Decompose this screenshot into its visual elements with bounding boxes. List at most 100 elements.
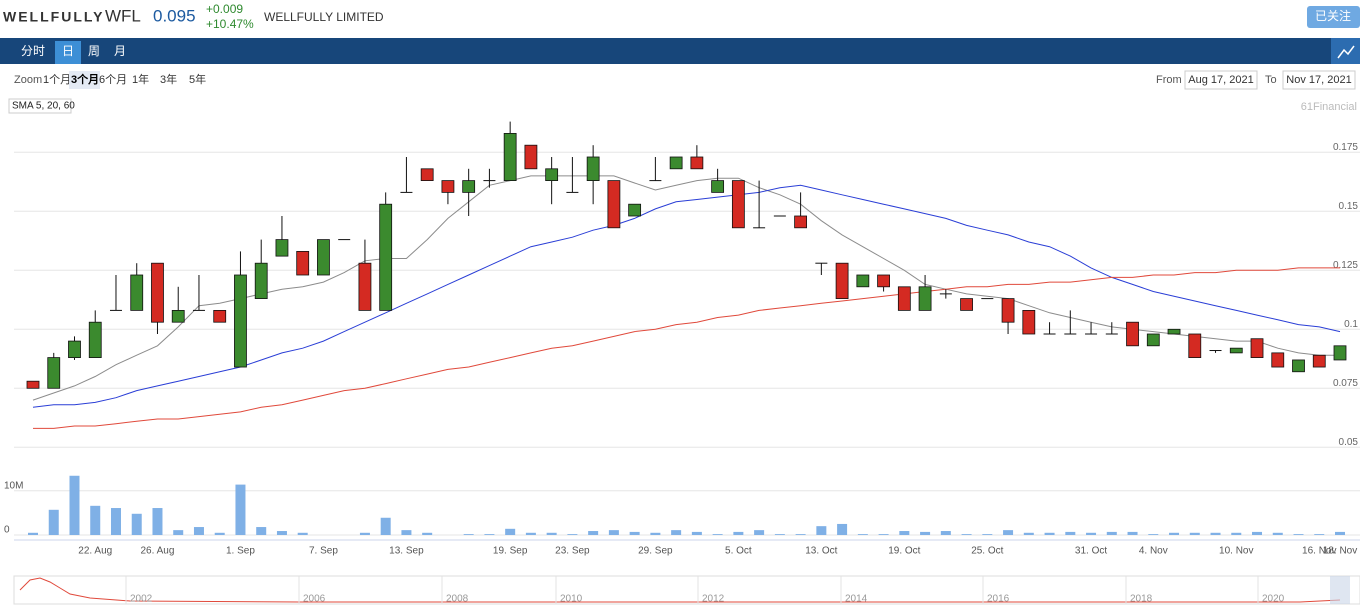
from-value[interactable]: Aug 17, 2021 — [1188, 74, 1253, 86]
y-tick-label: 0.1 — [1344, 319, 1358, 330]
volume-bar — [629, 531, 640, 535]
from-input[interactable] — [1184, 70, 1258, 90]
zoom-option[interactable]: 1个月 — [43, 73, 71, 86]
candle-body — [420, 168, 434, 182]
candle-body — [483, 180, 496, 182]
candle-body — [1001, 298, 1015, 323]
y-tick-label: 0.075 — [1333, 378, 1358, 389]
chart-icon[interactable] — [1337, 45, 1355, 59]
follow-button-label[interactable]: 已关注 — [1315, 8, 1351, 23]
zoom-active-bg[interactable] — [69, 71, 100, 89]
x-tick-label: 5. Oct — [725, 546, 752, 557]
follow-button[interactable] — [1307, 6, 1360, 28]
volume-bar — [1335, 531, 1345, 535]
volume-bar — [650, 532, 661, 535]
x-tick-label: 13. Oct — [805, 546, 837, 557]
candle-body — [26, 380, 40, 389]
tab[interactable]: 分时 — [21, 44, 45, 58]
sma-line — [32, 175, 1340, 401]
zoom-option[interactable]: 5年 — [189, 72, 206, 86]
x-tick-label: 16. Nov — [1302, 546, 1336, 557]
candle-body — [524, 144, 538, 170]
volume-bar — [1023, 532, 1034, 535]
candle-body — [731, 180, 745, 229]
candle-body — [109, 309, 122, 311]
candle-body — [1271, 352, 1285, 368]
volume-bar — [256, 527, 267, 535]
volume-bar — [401, 530, 412, 535]
volume-bar — [1127, 531, 1138, 535]
volume-bar — [837, 523, 848, 535]
x-tick-label: 4. Nov — [1139, 546, 1168, 557]
navigator-label: 2012 — [702, 594, 725, 605]
x-tick-label: 10. Nov — [1219, 546, 1253, 557]
candle-body — [1146, 333, 1160, 347]
tab[interactable]: 日 — [62, 44, 74, 58]
candle-body — [669, 156, 683, 170]
volume-bar — [235, 484, 246, 535]
navigator[interactable] — [13, 575, 1360, 605]
candle-body — [151, 262, 164, 323]
volume-tick-label: 10M — [4, 480, 23, 491]
candle-body — [213, 309, 227, 323]
volume-bar — [110, 508, 121, 535]
volume-bar — [1169, 532, 1180, 535]
y-tick-label: 0.05 — [1339, 437, 1359, 448]
candle-body — [586, 156, 600, 182]
candle-body — [462, 180, 476, 193]
zoom-option[interactable]: 3个月 — [71, 72, 99, 86]
candle-body — [171, 309, 185, 323]
navigator-label: 2016 — [987, 594, 1010, 605]
y-tick-label: 0.175 — [1333, 142, 1358, 153]
candle-body — [68, 340, 81, 358]
candle-body — [897, 286, 911, 311]
candle-body — [1022, 309, 1036, 335]
candle-body — [607, 180, 621, 229]
price: 0.095 — [153, 6, 196, 25]
zoom-option[interactable]: 1年 — [132, 72, 149, 86]
logo: WELLFULLY — [3, 9, 104, 25]
tab[interactable]: 月 — [114, 44, 126, 58]
volume-bar — [940, 531, 951, 535]
volume-tick-label: 0 — [4, 525, 10, 536]
volume-bar — [1148, 534, 1159, 535]
candle-body — [628, 203, 642, 217]
tab[interactable]: 周 — [88, 44, 100, 58]
candle-body — [794, 215, 808, 229]
zoom-option[interactable]: 3年 — [160, 72, 177, 86]
candle-body — [856, 274, 870, 288]
candle-body — [254, 262, 268, 300]
x-tick-label: 26. Aug — [141, 546, 175, 557]
volume-bar — [1086, 532, 1097, 535]
volume-bar — [1106, 531, 1117, 535]
volume-bar — [733, 531, 744, 535]
volume-bar — [380, 517, 391, 535]
to-input[interactable] — [1282, 70, 1356, 90]
volume-bar — [691, 531, 702, 535]
candle-body — [47, 357, 61, 389]
volume-bar — [712, 534, 723, 535]
candle-body — [1043, 333, 1056, 335]
candle-body — [379, 203, 393, 311]
volume-bar — [90, 505, 101, 535]
volume-bar — [1189, 532, 1200, 535]
candle-body — [503, 132, 517, 181]
volume-bar — [214, 532, 225, 535]
tab-active-bg[interactable] — [55, 41, 81, 64]
volume-bar — [671, 530, 682, 535]
header-bg — [0, 0, 1360, 36]
from-label: From — [1156, 74, 1182, 86]
to-value[interactable]: Nov 17, 2021 — [1286, 74, 1351, 86]
volume-bar — [816, 526, 827, 535]
candle-body — [234, 274, 247, 368]
volume-bar — [982, 534, 993, 535]
change-pct: +10.47% — [206, 17, 254, 31]
navigator-window[interactable] — [1330, 576, 1350, 604]
volume-bar — [1065, 531, 1076, 535]
candle-body — [192, 309, 205, 311]
volume-bar — [505, 528, 516, 535]
navigator-label: 2002 — [130, 594, 153, 605]
zoom-option[interactable]: 6个月 — [99, 73, 127, 86]
navigator-label: 2010 — [560, 594, 583, 605]
